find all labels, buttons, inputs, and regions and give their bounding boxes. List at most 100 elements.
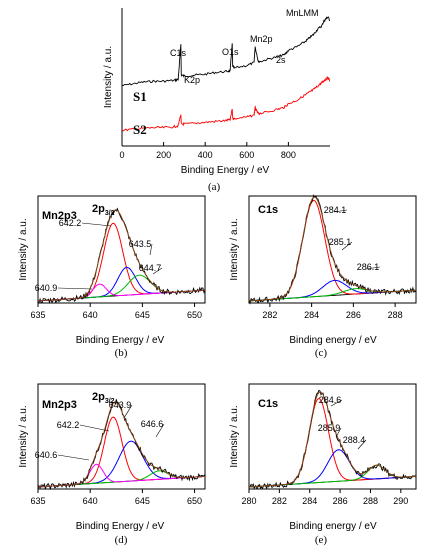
panel-d-title: Mn2p3 bbox=[42, 399, 77, 411]
panel-e-fit-envelope bbox=[248, 391, 417, 488]
panel-a-series-s1 bbox=[122, 16, 331, 87]
panel-e-x-tick-label: 280 bbox=[241, 496, 256, 506]
panel-d-peak-label: 646.6 bbox=[141, 419, 164, 429]
panel-a: 0 200 400 600 800 Binding Energy / eV Intens… bbox=[103, 8, 331, 193]
panel-b-peak-label: 642.2 bbox=[59, 218, 82, 228]
panel-a-x-tick-label: 0 bbox=[119, 150, 124, 160]
panel-d-leader bbox=[79, 424, 110, 432]
panel-e-title: C1s bbox=[258, 398, 278, 410]
panel-d-orbital-sub: 3/2 bbox=[105, 398, 115, 405]
panel-e-peak-label: 284.6 bbox=[319, 395, 342, 405]
caption-c: (c) bbox=[315, 347, 328, 359]
panel-e-peak-label: 288.4 bbox=[343, 435, 366, 445]
panel-d-leader bbox=[123, 404, 133, 419]
panel-b-component-1 bbox=[37, 222, 205, 302]
panel-d: 635 640 645 650 642.2 643.9 646.6 640.6 Mn2p3 2p3… bbox=[18, 383, 206, 546]
panel-c-y-label: Intensity / a.u. bbox=[229, 218, 240, 280]
panel-c-frame bbox=[248, 195, 417, 304]
annotation-2s: 2s bbox=[276, 55, 286, 65]
panel-e-x-label: Binding energy / eV bbox=[289, 521, 377, 532]
panel-a-x-tick-label: 800 bbox=[281, 150, 296, 160]
panel-b-frame bbox=[37, 195, 206, 304]
annotation-mnlmm: MnLMM bbox=[286, 8, 319, 18]
annotation-o1s: O1s bbox=[222, 47, 239, 57]
panel-e-frame bbox=[248, 383, 417, 490]
panel-d-orbital-label: 2p3/2 bbox=[92, 391, 115, 405]
panel-b-leader bbox=[152, 267, 163, 275]
panel-c-peak-label: 286.1 bbox=[357, 262, 380, 272]
panel-d-x-tick-label: 645 bbox=[135, 496, 150, 506]
caption-a: (a) bbox=[208, 181, 221, 193]
caption-e: (e) bbox=[315, 534, 328, 546]
panel-d-y-label: Intensity / a.u. bbox=[18, 405, 29, 467]
panel-d-x-tick-label: 635 bbox=[30, 496, 45, 506]
panel-d-frame bbox=[37, 383, 206, 490]
panel-c-peak-label: 284.1 bbox=[324, 205, 347, 215]
panel-c-x-tick-label: 284 bbox=[304, 310, 319, 320]
panel-d-fit-envelope bbox=[37, 401, 206, 488]
panel-d-leader bbox=[155, 423, 165, 438]
panel-a-x-tick-label: 200 bbox=[156, 150, 171, 160]
panel-b-peak-label: 644.7 bbox=[139, 263, 162, 273]
caption-b: (b) bbox=[115, 347, 128, 359]
panel-e-x-tick-label: 290 bbox=[393, 496, 408, 506]
panel-c-leader bbox=[365, 266, 381, 270]
panel-e-x-tick-label: 286 bbox=[333, 496, 348, 506]
panel-c-fit-envelope bbox=[248, 196, 416, 302]
panel-d-x-tick-label: 650 bbox=[187, 496, 202, 506]
panel-b-x-tick-label: 635 bbox=[30, 310, 45, 320]
panel-c-x-label: Binding energy / eV bbox=[289, 335, 377, 346]
panel-b-x-label: Binding Energy / eV bbox=[76, 335, 165, 346]
panel-e-x-tick-label: 282 bbox=[272, 496, 287, 506]
panel-d-leader bbox=[57, 454, 90, 461]
series-label-s2: S2 bbox=[133, 122, 147, 137]
panel-b-fit-envelope bbox=[37, 209, 205, 302]
panel-a-y-label: Intensity / a.u. bbox=[103, 46, 114, 108]
panel-b-leader bbox=[149, 243, 153, 256]
panel-d-experimental bbox=[37, 398, 206, 490]
panel-c-x-tick-label: 286 bbox=[346, 310, 361, 320]
panel-b-orbital-sub: 3/2 bbox=[105, 210, 115, 217]
panel-b-leader bbox=[81, 222, 112, 227]
panel-e-peak-label: 285.9 bbox=[318, 423, 341, 433]
panel-b-x-tick-label: 645 bbox=[135, 310, 150, 320]
panel-c: 282 284 286 288 284.1 285.1 286.1 C1s Binding en… bbox=[229, 194, 417, 359]
panel-e-x-tick-label: 288 bbox=[363, 496, 378, 506]
panel-a-series-s2 bbox=[121, 76, 331, 132]
annotation-c1s: C1s bbox=[170, 48, 187, 58]
annotation-k2p: K2p bbox=[184, 75, 200, 85]
caption-d: (d) bbox=[115, 534, 128, 546]
panel-c-leader bbox=[341, 241, 353, 251]
panel-e-leader bbox=[330, 399, 343, 407]
panel-a-series bbox=[121, 16, 331, 132]
panel-c-peak-label: 285.1 bbox=[329, 237, 352, 247]
panel-d-peak-label: 640.6 bbox=[35, 450, 58, 460]
panel-d-peak-label: 643.9 bbox=[109, 400, 132, 410]
panel-a-x-label: Binding Energy / eV bbox=[181, 165, 270, 176]
panel-a-x-tick-label: 600 bbox=[239, 150, 254, 160]
panel-b-title: Mn2p3 bbox=[42, 210, 77, 222]
panel-e-x-tick-label: 284 bbox=[302, 496, 317, 506]
panel-c-x-tick-label: 288 bbox=[388, 310, 403, 320]
panel-c-title: C1s bbox=[258, 204, 278, 216]
panel-b-peak-label: 643.5 bbox=[129, 239, 152, 249]
panel-e-leader bbox=[357, 439, 367, 450]
panel-c-leader bbox=[333, 209, 348, 213]
series-label-s1: S1 bbox=[133, 89, 147, 104]
annotation-mn2p: Mn2p bbox=[250, 34, 273, 44]
panel-a-ticks: 0 200 400 600 800 bbox=[119, 142, 296, 160]
panel-e-component-1 bbox=[248, 397, 417, 488]
panel-d-x-tick-label: 640 bbox=[83, 496, 98, 506]
panel-b-leader bbox=[57, 287, 93, 290]
panel-e-leader bbox=[335, 427, 342, 438]
panel-b-x-tick-label: 650 bbox=[187, 310, 202, 320]
panel-d-peak-label: 642.2 bbox=[57, 420, 80, 430]
panel-a-x-tick-label: 400 bbox=[198, 150, 213, 160]
panel-c-x-tick-label: 282 bbox=[262, 310, 277, 320]
panel-d-component-2 bbox=[37, 440, 206, 488]
panel-b-y-label: Intensity / a.u. bbox=[18, 218, 29, 280]
panel-d-x-label: Binding Energy / eV bbox=[76, 521, 165, 532]
panel-b-x-tick-label: 640 bbox=[83, 310, 98, 320]
